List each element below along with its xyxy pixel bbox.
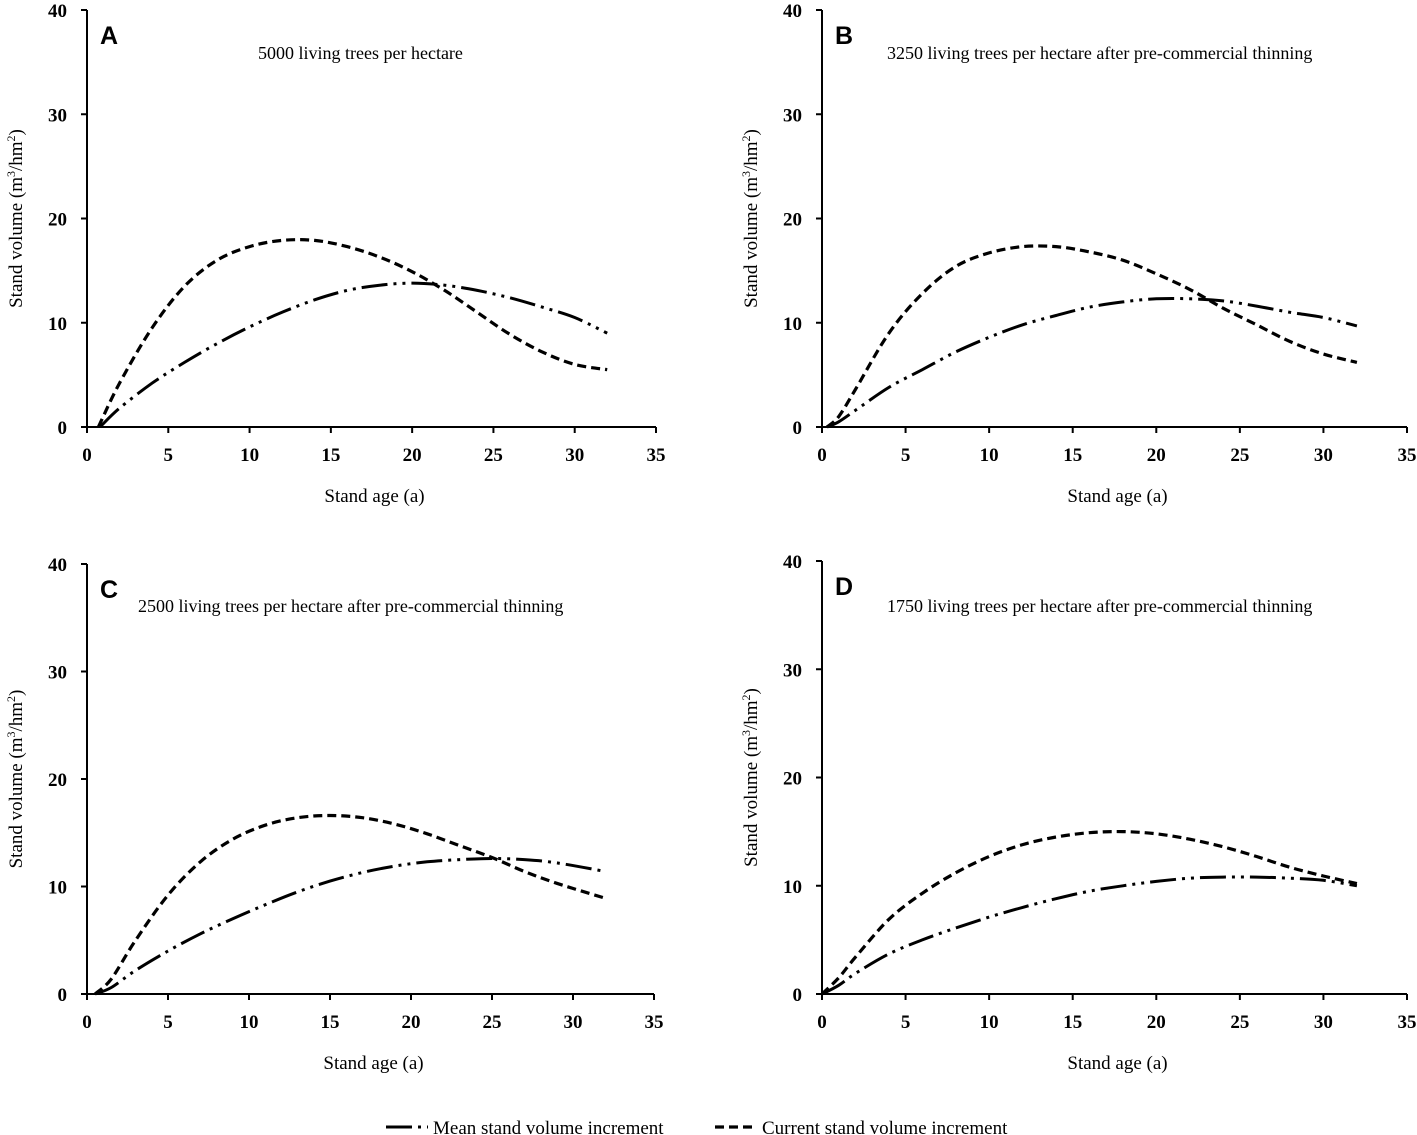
y-tick-label: 0 [793,418,803,439]
panel-subtitle: 2500 living trees per hectare after pre-… [138,596,563,616]
y-tick-label: 30 [48,663,67,684]
x-tick-label: 15 [321,445,340,466]
panel-subtitle: 3250 living trees per hectare after pre-… [887,43,1312,63]
x-tick-label: 10 [240,445,259,466]
legend: Mean stand volume increment Current stand… [386,1118,1008,1135]
x-tick-label: 20 [403,445,422,466]
x-axis-title: Stand age (a) [324,486,424,507]
x-tick-label: 20 [1147,1012,1166,1033]
x-tick-label: 30 [565,445,584,466]
y-tick-label: 0 [58,985,68,1006]
y-tick-label: 20 [48,210,67,231]
y-axis-title: Stand volume (m3/hm2) [4,690,27,869]
x-tick-label: 25 [483,1012,502,1033]
x-tick-label: 25 [1230,445,1249,466]
x-tick-label: 0 [82,445,92,466]
panel-c: 0 10 20 30 40 0 5 10 15 20 25 30 35 C 2500 living tree… [4,555,664,1074]
y-axis-title: Stand volume (m3/hm2) [739,129,762,308]
x-tick-label: 35 [1398,1012,1417,1033]
y-tick-label: 40 [783,1,802,22]
series-line-mean [821,875,1358,996]
legend-label-mean: Mean stand volume increment [433,1118,664,1135]
panel-subtitle: 5000 living trees per hectare [258,43,463,63]
x-tick-label: 15 [321,1012,340,1033]
y-tick-label: 30 [48,105,67,126]
panel-d: 0 10 20 30 40 0 5 10 15 20 25 30 35 D 1750 living tree… [739,552,1417,1074]
legend-label-current: Current stand volume increment [762,1118,1008,1135]
y-tick-label: 10 [48,878,67,899]
x-tick-label: 25 [1230,1012,1249,1033]
x-tick-label: 35 [645,1012,664,1033]
y-tick-label: 20 [783,769,802,790]
y-tick-label: 30 [783,105,802,126]
series-line-current [825,244,1358,429]
y-axis-title: Stand volume (m3/hm2) [4,129,27,308]
x-tick-label: 10 [980,445,999,466]
series-line-current [96,238,608,428]
x-tick-label: 35 [647,445,666,466]
x-axis-title: Stand age (a) [1067,1053,1167,1074]
x-tick-label: 35 [1398,445,1417,466]
x-axis-title: Stand age (a) [1067,486,1167,507]
panel-letter: A [100,22,118,50]
series-line-mean [94,856,606,996]
x-tick-label: 10 [240,1012,259,1033]
x-tick-label: 15 [1063,1012,1082,1033]
y-tick-label: 10 [783,314,802,335]
y-tick-label: 30 [783,660,802,681]
panel-letter: D [835,573,853,601]
panel-letter: C [100,576,118,604]
panel-a: 0 10 20 30 40 0 5 10 15 20 25 30 35 A 5000 living tree… [4,1,666,507]
x-tick-label: 5 [164,445,174,466]
x-tick-label: 30 [564,1012,583,1033]
x-tick-label: 10 [980,1012,999,1033]
x-tick-label: 5 [901,445,911,466]
y-tick-label: 10 [783,877,802,898]
x-tick-label: 25 [484,445,503,466]
y-tick-label: 0 [793,985,803,1006]
x-axis-title: Stand age (a) [323,1053,423,1074]
y-tick-label: 40 [48,1,67,22]
y-axis-title: Stand volume (m3/hm2) [739,688,762,867]
x-tick-label: 5 [901,1012,911,1033]
y-tick-label: 20 [48,770,67,791]
x-tick-label: 5 [163,1012,173,1033]
panel-letter: B [835,22,853,50]
panel-subtitle: 1750 living trees per hectare after pre-… [887,596,1312,616]
x-tick-label: 0 [817,1012,827,1033]
x-tick-label: 20 [402,1012,421,1033]
y-tick-label: 10 [48,314,67,335]
x-tick-label: 15 [1063,445,1082,466]
y-tick-label: 40 [783,552,802,573]
x-tick-label: 20 [1147,445,1166,466]
series-line-current [820,829,1358,996]
y-tick-label: 40 [48,555,67,576]
x-tick-label: 30 [1314,1012,1333,1033]
x-tick-label: 30 [1314,445,1333,466]
series-line-mean [98,281,608,429]
series-line-mean [826,296,1358,429]
y-tick-label: 0 [58,418,68,439]
series-line-current [94,813,606,996]
y-tick-label: 20 [783,210,802,231]
panel-b: 0 10 20 30 40 0 5 10 15 20 25 30 35 B 3250 living tree… [739,1,1417,507]
x-tick-label: 0 [817,445,827,466]
x-tick-label: 0 [82,1012,92,1033]
